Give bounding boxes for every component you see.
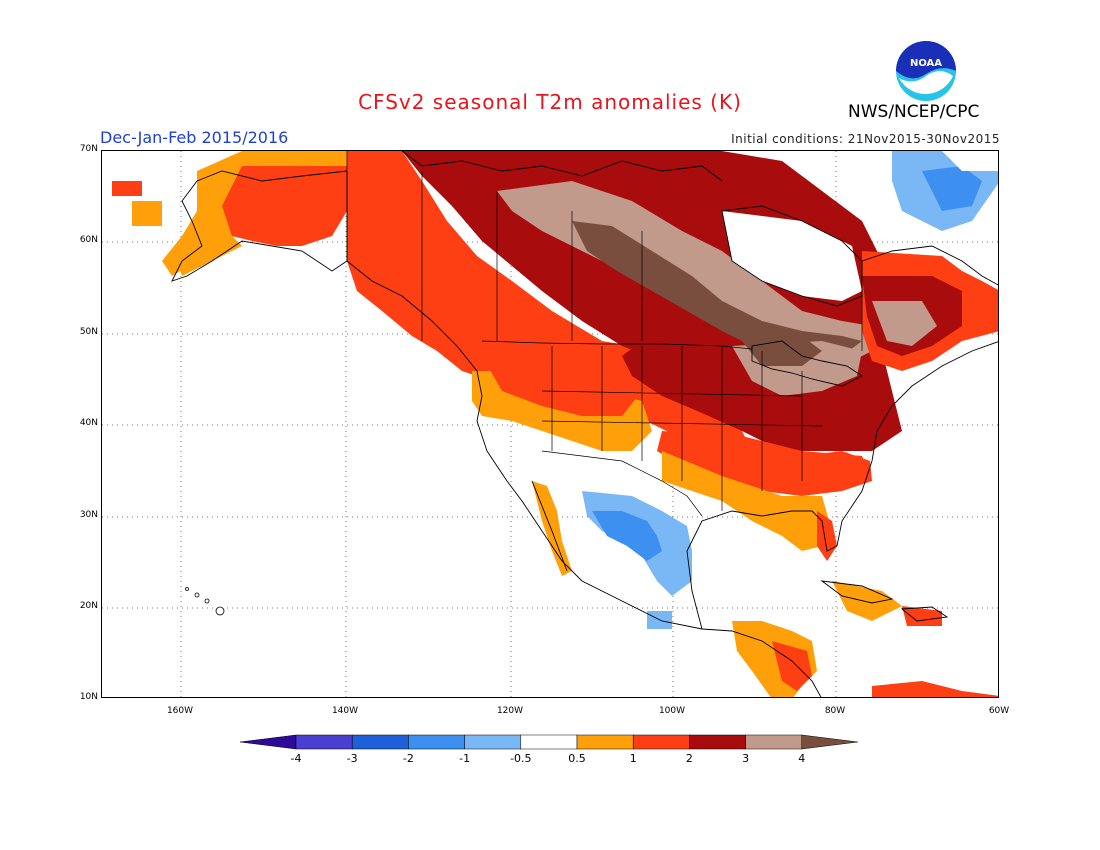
legend-label-4: -0.5 bbox=[510, 752, 532, 765]
us-canada-border bbox=[481, 340, 753, 350]
legend-swatch-0 bbox=[295, 734, 353, 750]
agency-label: NWS/NCEP/CPC bbox=[848, 102, 980, 122]
cuba-coast bbox=[820, 580, 894, 604]
north-america-west-coast bbox=[346, 260, 822, 697]
quebec-lightbrown bbox=[872, 301, 937, 346]
western-canada-red bbox=[347, 151, 872, 486]
state-lines bbox=[541, 346, 823, 511]
legend-swatch-2 bbox=[408, 734, 465, 750]
lon-label-120w: 120W bbox=[496, 706, 524, 716]
labrador-coast bbox=[861, 245, 998, 286]
baja-coast bbox=[531, 480, 568, 572]
lon-label-140w: 140W bbox=[331, 706, 359, 716]
legend-label-3: -1 bbox=[459, 752, 471, 765]
great-lakes bbox=[751, 340, 863, 387]
anomaly-map bbox=[101, 150, 999, 698]
us-midwest-darkred bbox=[622, 341, 872, 451]
lat-label-40n: 40N bbox=[79, 418, 98, 428]
legend-label-9: 4 bbox=[798, 752, 806, 765]
legend-label-0: -4 bbox=[290, 752, 302, 765]
legend-arrow-low bbox=[240, 734, 297, 750]
alaska-orange-north bbox=[282, 151, 347, 166]
greenland-white bbox=[942, 151, 998, 171]
lat-label-10n: 10N bbox=[79, 692, 98, 702]
gulf-coast bbox=[686, 341, 998, 630]
central-america-red bbox=[772, 641, 812, 691]
aleutian-orange bbox=[132, 201, 162, 226]
legend-label-6: 1 bbox=[629, 752, 637, 765]
lon-label-100w: 100W bbox=[658, 706, 686, 716]
lat-label-70n: 70N bbox=[79, 144, 98, 154]
logo-text: NOAA bbox=[910, 58, 942, 69]
noaa-logo-icon: NOAA bbox=[896, 41, 956, 101]
us-mexico-border bbox=[541, 450, 703, 517]
initial-conditions: Initial conditions: 21Nov2015-30Nov2015 bbox=[731, 132, 1000, 146]
legend-colorbar bbox=[240, 734, 858, 750]
legend-swatch-7 bbox=[689, 734, 746, 750]
legend-swatch-8 bbox=[745, 734, 803, 750]
map-canvas bbox=[102, 151, 998, 697]
lat-label-60n: 60N bbox=[79, 235, 98, 245]
lon-label-160w: 160W bbox=[166, 706, 194, 716]
borders bbox=[346, 151, 863, 517]
legend-label-1: -3 bbox=[346, 752, 358, 765]
baja-orange bbox=[532, 481, 572, 576]
canada-brown bbox=[572, 221, 862, 361]
legend-swatch-1 bbox=[351, 734, 409, 750]
lat-label-20n: 20N bbox=[79, 601, 98, 611]
legend-swatch-4 bbox=[520, 734, 578, 750]
mexico-blue-darker bbox=[592, 511, 662, 561]
hawaii-islands bbox=[185, 587, 225, 616]
legend-label-5: 0.5 bbox=[568, 752, 586, 765]
legend-swatch-5 bbox=[576, 734, 634, 750]
forecast-period: Dec-Jan-Feb 2015/2016 bbox=[100, 128, 289, 147]
arctic-coast bbox=[401, 151, 723, 182]
legend-label-7: 2 bbox=[685, 752, 693, 765]
anomaly-fields bbox=[112, 151, 998, 697]
us-southeast-red bbox=[657, 431, 872, 496]
lat-label-30n: 30N bbox=[79, 510, 98, 520]
aleutian-red bbox=[112, 181, 142, 196]
lon-label-80w: 80W bbox=[824, 706, 846, 716]
lat-label-50n: 50N bbox=[79, 327, 98, 337]
us-south-orange bbox=[662, 451, 832, 551]
coastlines bbox=[171, 151, 998, 697]
hispaniola-coast bbox=[900, 606, 949, 622]
alaska-red-region bbox=[222, 166, 347, 246]
south-america-north bbox=[872, 681, 998, 697]
legend-swatch-6 bbox=[632, 734, 690, 750]
map-title: CFSv2 seasonal T2m anomalies (K) bbox=[358, 90, 742, 114]
caribbean-orange bbox=[832, 581, 902, 621]
legend-label-8: 3 bbox=[742, 752, 750, 765]
legend-label-2: -2 bbox=[402, 752, 414, 765]
canada-provinces bbox=[421, 171, 863, 351]
alaska-coast bbox=[171, 170, 348, 282]
lon-label-60w: 60W bbox=[988, 706, 1010, 716]
legend-swatch-3 bbox=[464, 734, 522, 750]
legend-arrow-high bbox=[801, 734, 858, 750]
baffin-blue-dark bbox=[922, 166, 982, 211]
caribbean-red-east bbox=[902, 606, 942, 626]
alaska-peninsula-orange bbox=[177, 236, 242, 276]
